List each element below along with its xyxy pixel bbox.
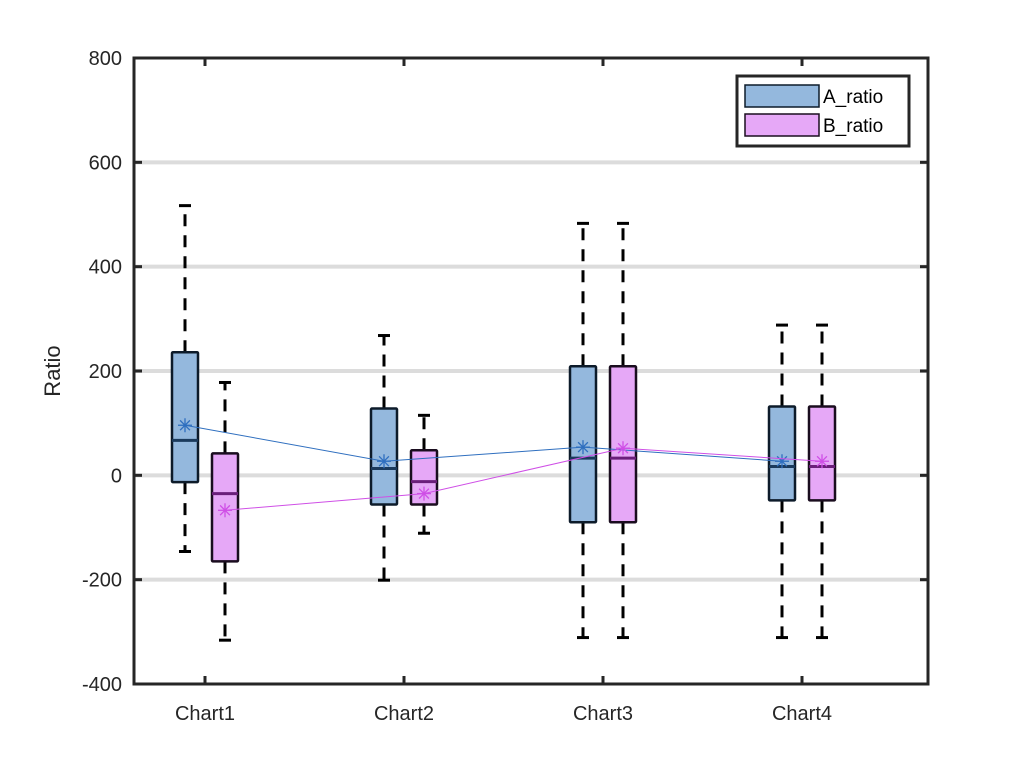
mean-marker [377,454,391,469]
legend-swatch-A_ratio [744,84,820,108]
y-axis-label: Ratio [40,345,65,396]
mean-marker-stroke [179,419,191,431]
plot-area [170,204,837,642]
mean-marker [576,440,590,455]
mean-marker-stroke [776,455,788,467]
axis-ticks: -400 -200 0 200 400 600 800 Chart1 Chart2 Chart3 C… [82,48,928,725]
mean-marker-stroke [577,441,589,453]
mean-marker-stroke [219,504,231,516]
x-tick-label: Chart1 [175,703,235,725]
y-tick-label: 200 [89,361,122,383]
x-tick-label: Chart2 [374,703,434,725]
legend: A_ratio B_ratio [735,74,911,148]
mean-marker [417,486,431,501]
mean-marker-stroke [418,488,430,499]
mean-marker [178,418,192,433]
series-A_ratio [170,204,797,640]
mean-marker-stroke [378,455,390,467]
series-B_ratio [210,221,837,642]
grid-lines [134,160,928,582]
box [767,405,797,502]
box [409,449,439,506]
legend-label: A_ratio [823,87,883,108]
y-tick-label: 400 [89,257,122,279]
y-tick-label: 0 [111,465,122,487]
mean-marker-stroke [816,455,828,467]
y-tick-label: 800 [89,48,122,70]
y-tick-label: -400 [82,674,122,696]
x-tick-label: Chart3 [573,703,633,725]
mean-line-B_ratio [224,447,823,511]
mean-marker [815,454,829,469]
legend-swatch-B_ratio [744,113,820,137]
box [170,350,200,484]
y-tick-label: -200 [82,570,122,592]
legend-label: B_ratio [823,116,883,137]
y-tick-label: 600 [89,152,122,174]
mean-marker [775,454,789,469]
mean-line-A_ratio [184,424,783,462]
mean-marker [218,503,232,518]
box [807,405,837,502]
mean-marker-stroke [617,442,629,454]
x-tick-label: Chart4 [772,703,832,725]
mean-marker [616,441,630,456]
